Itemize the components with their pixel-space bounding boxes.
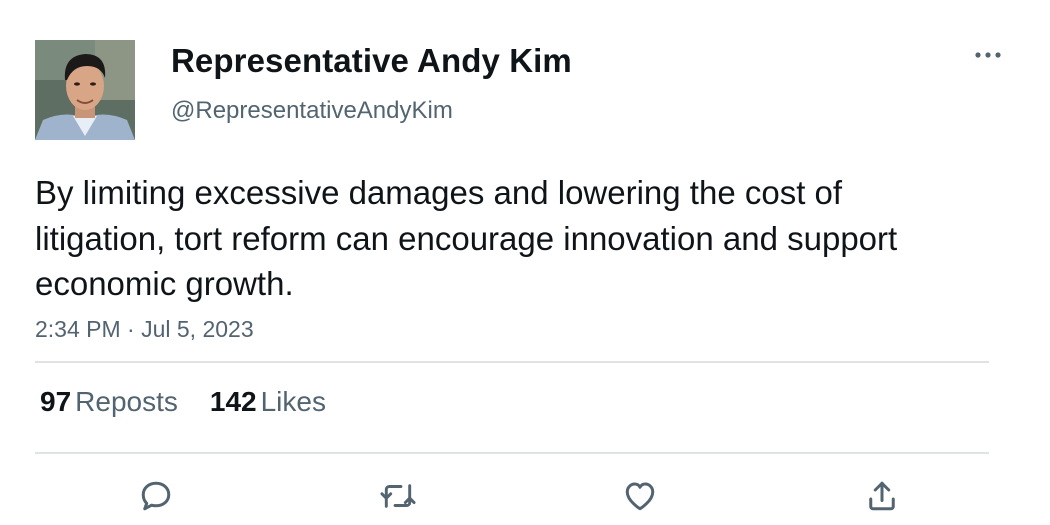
repost-icon	[380, 484, 416, 508]
likes-label: Likes	[260, 386, 326, 417]
share-button[interactable]	[860, 474, 904, 518]
tweet-timestamp[interactable]: 2:34 PM · Jul 5, 2023	[35, 316, 254, 342]
more-options-button[interactable]	[970, 40, 1006, 70]
display-name[interactable]: Representative Andy Kim	[171, 42, 572, 79]
reply-button[interactable]	[134, 474, 178, 518]
avatar[interactable]	[35, 40, 135, 140]
reposts-label: Reposts	[75, 386, 178, 417]
repost-button[interactable]	[376, 474, 420, 518]
engagement-stats: 97 Reposts 142 Likes	[40, 386, 326, 418]
divider	[35, 452, 989, 454]
reply-icon	[141, 481, 171, 511]
share-icon	[869, 481, 895, 511]
reposts-count: 97	[40, 386, 72, 417]
action-bar	[0, 470, 1050, 520]
like-button[interactable]	[618, 474, 662, 518]
more-dots-icon	[975, 52, 1001, 58]
heart-icon	[625, 482, 655, 511]
likes-stat[interactable]: 142 Likes	[210, 386, 326, 418]
divider	[35, 361, 989, 363]
likes-count: 142	[209, 386, 257, 417]
user-handle[interactable]: @RepresentativeAndyKim	[171, 97, 453, 124]
reposts-stat[interactable]: 97 Reposts	[40, 386, 178, 418]
tweet-text: By limiting excessive damages and loweri…	[35, 174, 898, 302]
profile-photo-icon	[35, 40, 135, 140]
